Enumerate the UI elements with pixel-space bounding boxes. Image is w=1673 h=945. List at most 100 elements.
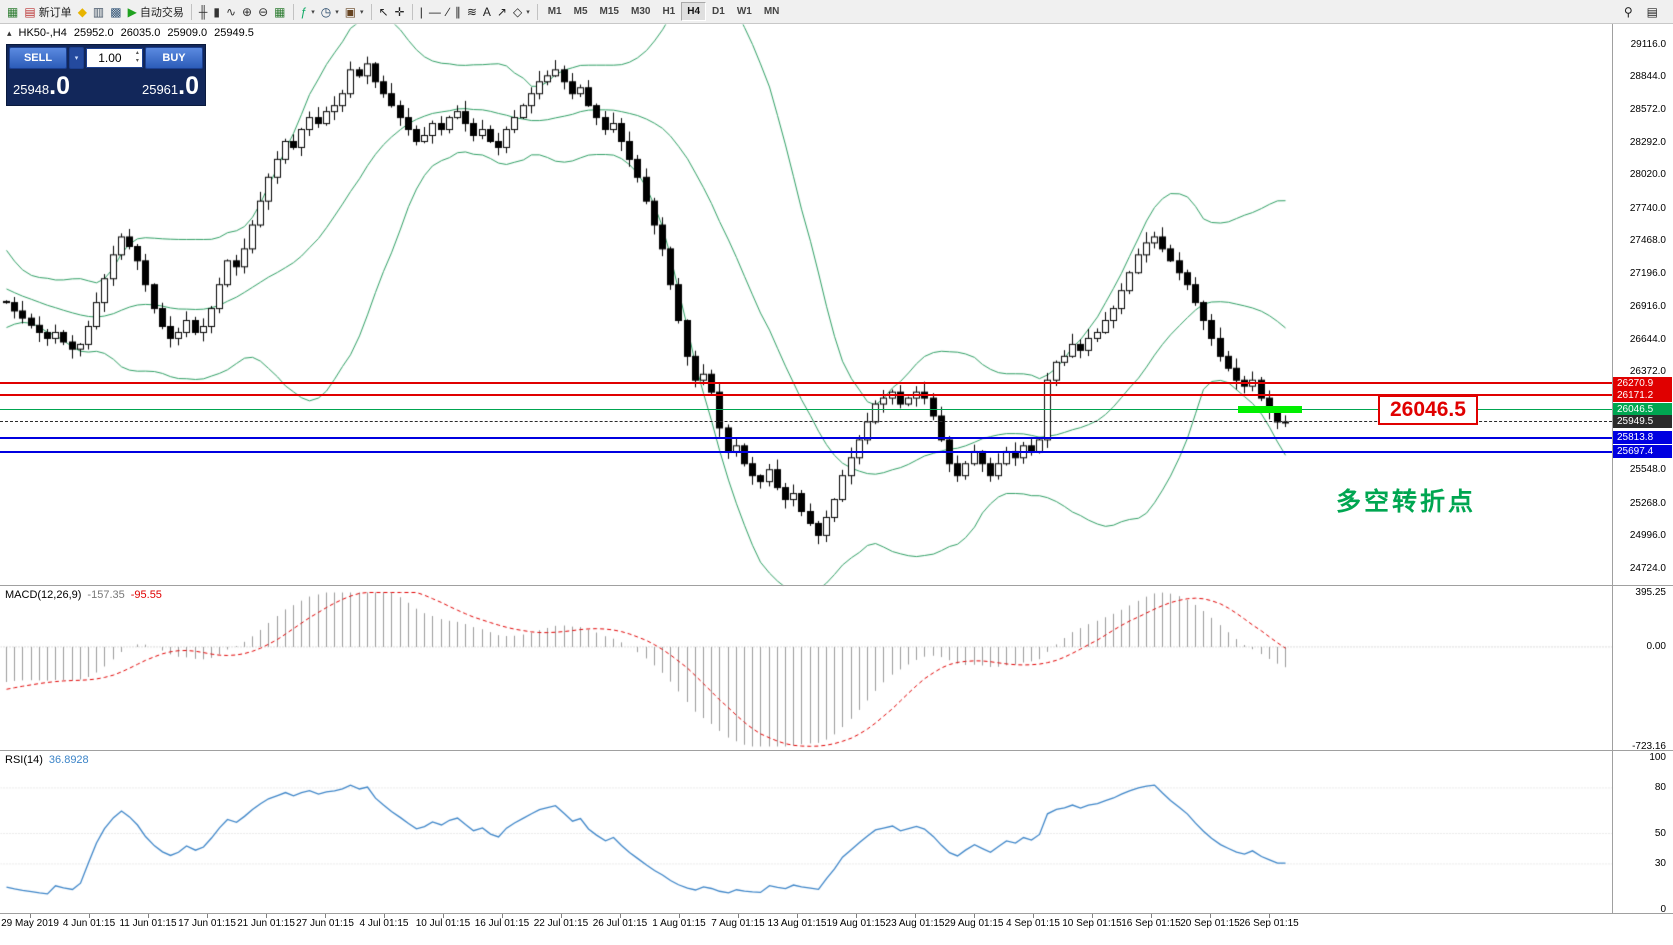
search-icon[interactable]: ⚲ — [1621, 2, 1636, 22]
timeframe-mn[interactable]: MN — [763, 6, 780, 17]
price-tag: 25813.8 — [1613, 431, 1672, 445]
timeframe-m5[interactable]: M5 — [573, 6, 588, 17]
line-chart-type-icon[interactable]: ∿ — [223, 2, 239, 22]
timeframe-m30[interactable]: M30 — [630, 6, 651, 17]
volume-dropdown-button[interactable]: ▾ — [69, 47, 84, 69]
horizontal-level-line[interactable] — [0, 394, 1612, 397]
date-tick — [30, 914, 31, 918]
channel-icon[interactable]: ∥ — [452, 2, 464, 22]
timeframe-m15[interactable]: M15 — [599, 6, 619, 17]
rsi-axis-label: 0 — [1660, 904, 1666, 915]
trendline-icon[interactable]: ∕ — [444, 2, 452, 22]
date-tick — [148, 914, 149, 918]
zoom-in-icon: ⊕ — [242, 4, 253, 19]
metaquotes-icon[interactable]: ◆ — [75, 2, 90, 22]
macd-axis-label: -723.16 — [1632, 741, 1666, 752]
turning-point-annotation[interactable]: 多空转折点 — [1336, 488, 1477, 516]
horizontal-line-icon[interactable]: — — [426, 2, 444, 22]
spinner-down-icon[interactable]: ▾ — [135, 58, 139, 64]
sell-price: 25948.0 — [13, 72, 71, 100]
indicators-icon[interactable]: ƒ ▾ — [298, 2, 318, 22]
price-axis-label: 27196.0 — [1629, 267, 1666, 279]
timeframe-d1[interactable]: D1 — [712, 6, 725, 17]
zoom-in-icon[interactable]: ⊕ — [239, 2, 255, 22]
price-tag: 26171.2 — [1613, 388, 1672, 402]
arrow-tool-icon[interactable]: ↗ — [494, 2, 510, 22]
current-price-line[interactable] — [0, 421, 1612, 423]
sell-button[interactable]: SELL — [9, 47, 67, 69]
print-icon[interactable]: ▥ — [90, 2, 107, 22]
volume-spinner[interactable]: ▴ ▾ — [133, 50, 142, 66]
one-click-toggle-icon[interactable]: ▴ — [7, 27, 12, 38]
buy-button[interactable]: BUY — [145, 47, 203, 69]
price-axis-label: 28292.0 — [1629, 136, 1666, 148]
bars-chart-type-icon[interactable]: ╫ — [196, 2, 211, 22]
date-tick — [679, 914, 680, 918]
fibonacci-icon[interactable]: ≋ — [464, 2, 480, 22]
timeframe-h1[interactable]: H1 — [662, 6, 676, 17]
horizontal-level-line[interactable] — [0, 450, 1612, 453]
support-highlight-bar[interactable] — [1238, 406, 1302, 414]
date-tick — [1033, 914, 1034, 918]
date-axis-label: 16 Jul 01:15 — [474, 918, 530, 929]
macd-rsi-panel-divider[interactable] — [0, 750, 1673, 751]
date-tick — [915, 914, 916, 918]
volume-control: ▴ ▾ — [86, 48, 143, 68]
price-macd-panel-divider[interactable] — [0, 585, 1673, 586]
new-order-button[interactable]: ▤ 新订单 — [21, 2, 74, 22]
price-callout-label[interactable]: 26046.5 — [1378, 394, 1478, 425]
toolbar-separator — [370, 3, 372, 20]
price-tag: 26046.5 — [1613, 403, 1672, 417]
date-axis-label: 10 Sep 01:15 — [1062, 918, 1122, 929]
arrow-tool-icon: ↗ — [496, 4, 507, 19]
buy-price: 25961.0 — [141, 72, 199, 100]
shapes-icon[interactable]: ◇ ▾ — [510, 2, 533, 22]
autotrading-button[interactable]: ▶ 自动交易 — [125, 2, 187, 22]
price-axis-label: 24724.0 — [1629, 562, 1666, 574]
chart-window-icon[interactable]: ▦ — [4, 2, 21, 22]
market-watch-icon[interactable]: ▩ — [107, 2, 124, 22]
timeframe-m1[interactable]: M1 — [547, 6, 562, 17]
price-axis-label: 26644.0 — [1629, 333, 1666, 345]
text-tool-icon[interactable]: A — [480, 2, 494, 22]
crosshair-icon[interactable]: ✛ — [392, 2, 408, 22]
cursor-icon[interactable]: ↖ — [376, 2, 392, 22]
date-tick — [1151, 914, 1152, 918]
tile-windows-icon: ▦ — [274, 4, 286, 19]
date-tick — [266, 914, 267, 918]
date-axis-label: 4 Jun 01:15 — [62, 918, 116, 929]
market-watch-icon: ▩ — [110, 4, 122, 19]
horizontal-level-line[interactable] — [0, 382, 1612, 385]
price-axis-label: 26372.0 — [1629, 366, 1666, 378]
chevron-down-icon: ▾ — [335, 8, 339, 16]
chart-properties-icon[interactable]: ▤ — [1644, 2, 1661, 22]
metaquotes-icon: ◆ — [77, 4, 87, 19]
macd-signal-value: -95.55 — [130, 589, 162, 601]
timeframe-h4[interactable]: H4 — [681, 2, 707, 21]
shapes-icon: ◇ — [512, 4, 523, 19]
tile-windows-icon[interactable]: ▦ — [271, 2, 288, 22]
macd-axis-label: 0.00 — [1646, 641, 1666, 653]
date-tick — [1269, 914, 1270, 918]
candlestick-chart-type-icon[interactable]: ▮ — [210, 2, 223, 22]
horizontal-level-line[interactable] — [0, 409, 1612, 411]
date-axis-label: 27 Jun 01:15 — [296, 918, 354, 929]
timeframe-w1[interactable]: W1 — [736, 6, 752, 17]
vertical-line-icon[interactable]: | — [417, 2, 426, 22]
horizontal-level-line[interactable] — [0, 436, 1612, 439]
date-tick — [443, 914, 444, 918]
rsi-axis-label: 50 — [1654, 828, 1666, 839]
date-axis-label: 20 Sep 01:15 — [1180, 918, 1240, 929]
spinner-up-icon[interactable]: ▴ — [135, 50, 139, 56]
template-icon[interactable]: ▣ ▾ — [342, 2, 367, 22]
period-icon[interactable]: ◷ ▾ — [318, 2, 342, 22]
chevron-down-icon: ▾ — [311, 8, 315, 16]
price-axis-label: 25548.0 — [1629, 464, 1666, 476]
volume-input[interactable] — [87, 51, 133, 65]
date-tick — [89, 914, 90, 918]
date-tick — [325, 914, 326, 918]
zoom-out-icon[interactable]: ⊖ — [255, 2, 271, 22]
price-axis-label: 24996.0 — [1629, 530, 1666, 542]
date-axis-label: 1 Aug 01:15 — [652, 918, 706, 929]
